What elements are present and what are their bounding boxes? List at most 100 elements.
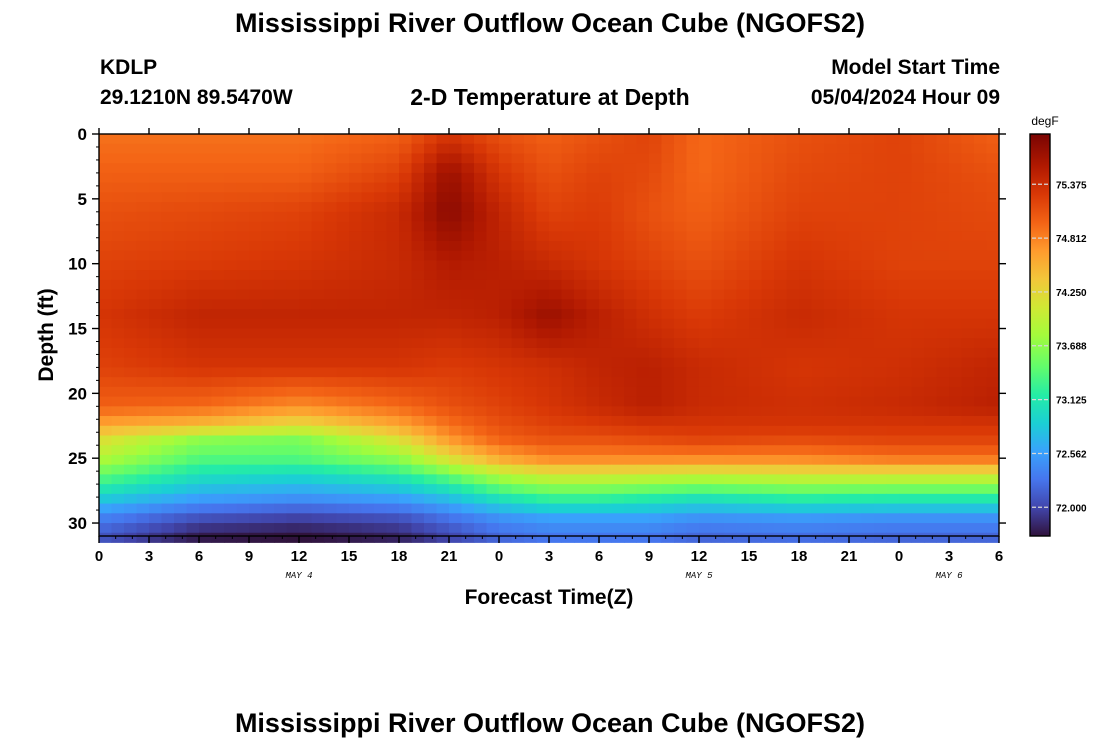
heatmap-cell bbox=[199, 493, 212, 504]
heatmap-cell bbox=[599, 523, 612, 534]
heatmap-cell bbox=[224, 134, 237, 145]
heatmap-cell bbox=[224, 357, 237, 368]
y-tick-label: 5 bbox=[78, 190, 87, 209]
heatmap-cell bbox=[299, 289, 312, 300]
heatmap-cell bbox=[324, 163, 337, 174]
heatmap-cell bbox=[174, 143, 187, 154]
heatmap-cell bbox=[274, 484, 287, 495]
heatmap-cell bbox=[424, 318, 437, 329]
heatmap-cell bbox=[261, 357, 275, 368]
heatmap-cell bbox=[861, 153, 875, 164]
heatmap-cell bbox=[111, 270, 125, 281]
heatmap-cell bbox=[111, 425, 125, 436]
heatmap-cell bbox=[374, 260, 387, 271]
heatmap-cell bbox=[849, 338, 862, 349]
heatmap-cell bbox=[461, 377, 475, 388]
heatmap-cell bbox=[874, 464, 887, 475]
heatmap-cell bbox=[636, 231, 650, 242]
heatmap-cell bbox=[824, 289, 837, 300]
heatmap-cell bbox=[311, 347, 325, 359]
heatmap-cell bbox=[286, 211, 300, 222]
heatmap-cell bbox=[261, 211, 275, 222]
heatmap-cell bbox=[861, 172, 875, 184]
heatmap-cell bbox=[99, 386, 112, 397]
heatmap-cell bbox=[249, 454, 262, 466]
heatmap-cell bbox=[174, 523, 187, 534]
heatmap-cell bbox=[749, 299, 762, 310]
heatmap-cell bbox=[386, 153, 400, 164]
heatmap-cell bbox=[161, 425, 175, 436]
heatmap-cell bbox=[986, 279, 1000, 291]
heatmap-cell bbox=[786, 357, 800, 368]
heatmap-cell bbox=[536, 523, 550, 534]
heatmap-cell bbox=[849, 464, 862, 475]
heatmap-cell bbox=[436, 493, 450, 504]
heatmap-cell bbox=[486, 367, 500, 378]
heatmap-cell bbox=[399, 309, 412, 320]
heatmap-cell bbox=[361, 202, 375, 213]
heatmap-cell bbox=[286, 484, 300, 495]
x-tick-label: 3 bbox=[545, 548, 553, 565]
heatmap-cell bbox=[99, 211, 112, 222]
heatmap-cell bbox=[311, 192, 325, 203]
heatmap-cell bbox=[549, 270, 562, 281]
heatmap-cell bbox=[749, 231, 762, 242]
heatmap-cell bbox=[524, 338, 537, 349]
heatmap-cell bbox=[336, 435, 350, 446]
heatmap-cell bbox=[486, 211, 500, 222]
heatmap-cell bbox=[561, 221, 575, 232]
heatmap-cell bbox=[549, 182, 562, 193]
heatmap-cell bbox=[249, 289, 262, 300]
heatmap-cell bbox=[399, 182, 412, 193]
heatmap-cell bbox=[899, 134, 912, 145]
heatmap-cell bbox=[449, 289, 462, 300]
heatmap-cell bbox=[549, 484, 562, 495]
heatmap-cell bbox=[849, 493, 862, 504]
heatmap-cell bbox=[99, 143, 112, 154]
heatmap-cell bbox=[324, 309, 337, 320]
heatmap-cell bbox=[274, 445, 287, 456]
heatmap-cell bbox=[699, 202, 712, 213]
heatmap-cell bbox=[161, 493, 175, 504]
heatmap-cell bbox=[474, 134, 487, 145]
heatmap-cell bbox=[399, 143, 412, 154]
heatmap-cell bbox=[99, 416, 112, 427]
heatmap-cell bbox=[149, 484, 162, 495]
heatmap-cell bbox=[736, 406, 750, 417]
heatmap-cell bbox=[361, 153, 375, 164]
heatmap-cell bbox=[99, 503, 112, 514]
heatmap-cell bbox=[111, 513, 125, 524]
heatmap-cell bbox=[324, 240, 337, 252]
heatmap-cell bbox=[636, 532, 650, 543]
heatmap-cell bbox=[836, 454, 850, 466]
heatmap-cell bbox=[224, 231, 237, 242]
heatmap-cell bbox=[749, 396, 762, 407]
heatmap-cell bbox=[111, 532, 125, 543]
heatmap-cell bbox=[586, 163, 600, 174]
heatmap-cell bbox=[936, 406, 950, 417]
heatmap-cell bbox=[724, 143, 737, 154]
heatmap-cell bbox=[299, 347, 312, 359]
heatmap-cell bbox=[674, 396, 687, 407]
heatmap-cell bbox=[236, 202, 250, 213]
heatmap-cell bbox=[499, 231, 512, 242]
heatmap-cell bbox=[186, 454, 200, 466]
heatmap-cell bbox=[286, 289, 300, 300]
heatmap-cell bbox=[686, 192, 700, 203]
heatmap-cell bbox=[936, 347, 950, 359]
heatmap-cell bbox=[786, 211, 800, 222]
heatmap-cell bbox=[636, 309, 650, 320]
heatmap-cell bbox=[636, 377, 650, 388]
heatmap-cell bbox=[686, 318, 700, 329]
heatmap-cell bbox=[324, 347, 337, 359]
heatmap-cell bbox=[186, 532, 200, 543]
heatmap-cell bbox=[836, 231, 850, 242]
heatmap-cell bbox=[861, 299, 875, 310]
heatmap-cell bbox=[961, 338, 975, 349]
colorbar-ticks: 75.37574.81274.25073.68873.12572.56272.0… bbox=[1032, 180, 1087, 514]
heatmap-cell bbox=[411, 503, 425, 514]
heatmap-cell bbox=[774, 347, 787, 359]
heatmap-cell bbox=[799, 377, 812, 388]
heatmap-cell bbox=[324, 396, 337, 407]
heatmap-cell bbox=[674, 153, 687, 164]
